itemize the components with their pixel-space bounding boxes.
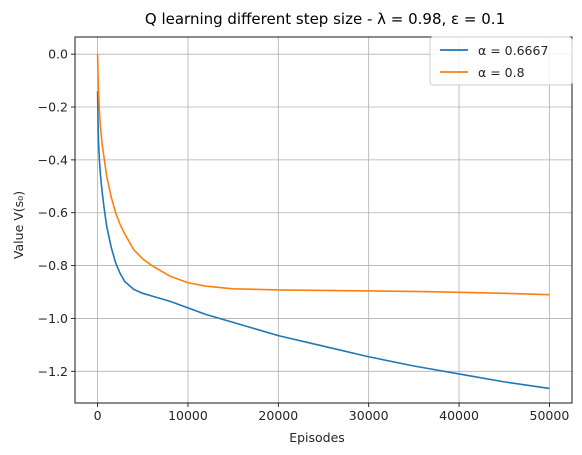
y-axis-label: Value V(s₀): [11, 191, 26, 259]
y-tick-label: 0.0: [48, 47, 68, 62]
y-tick-label: −1.0: [38, 311, 68, 326]
y-tick-label: −0.4: [38, 152, 68, 167]
chart-title: Q learning different step size - λ = 0.9…: [145, 10, 505, 28]
legend: α = 0.6667 α = 0.8: [429, 36, 573, 86]
x-axis-label: Episodes: [289, 430, 345, 445]
x-tick-label: 20000: [258, 408, 298, 423]
y-tick-label: −0.2: [38, 100, 68, 115]
legend-label-alpha-0.6667: α = 0.6667: [478, 43, 548, 58]
x-axis-ticks: 0 10000 20000 30000 40000 50000: [94, 403, 570, 423]
x-tick-label: 10000: [168, 408, 208, 423]
legend-box: [429, 36, 573, 86]
grid-lines: [75, 37, 572, 403]
legend-label-alpha-0.8: α = 0.8: [478, 65, 525, 80]
x-tick-label: 30000: [349, 408, 389, 423]
y-axis-ticks: 0.0 −0.2 −0.4 −0.6 −0.8 −1.0 −1.2: [38, 47, 75, 379]
series-line-alpha-0.8: [96, 54, 550, 296]
y-tick-label: −0.8: [38, 258, 68, 273]
plot-frame: [74, 36, 573, 404]
x-tick-label: 50000: [530, 408, 570, 423]
series-layer: [96, 54, 550, 390]
series-line-alpha-0.6667: [96, 91, 550, 390]
x-tick-label: 0: [94, 408, 102, 423]
y-tick-label: −0.6: [38, 205, 68, 220]
y-tick-label: −1.2: [38, 364, 68, 379]
x-tick-label: 40000: [439, 408, 479, 423]
